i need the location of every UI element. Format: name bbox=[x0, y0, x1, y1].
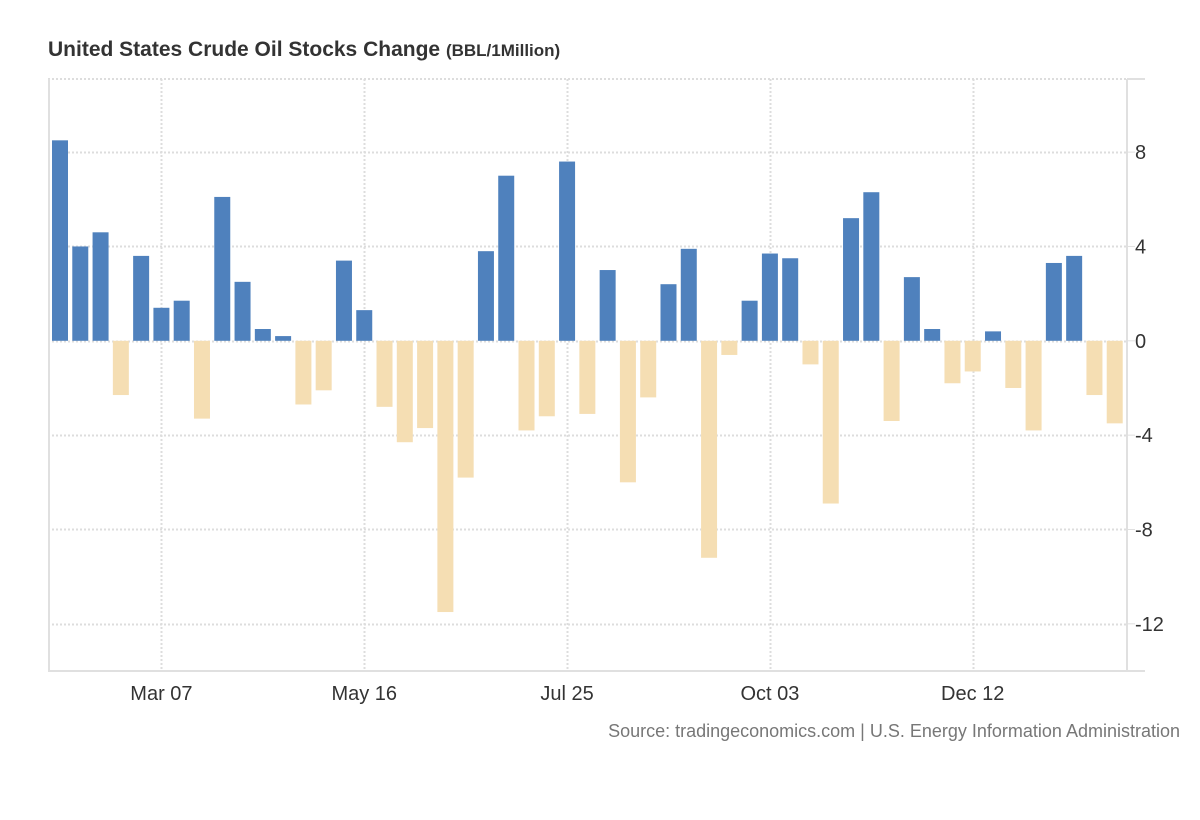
bar-negative bbox=[437, 340, 454, 613]
bar-negative bbox=[112, 340, 129, 396]
bar-positive bbox=[680, 248, 697, 341]
bar-positive bbox=[924, 329, 941, 341]
bar-positive bbox=[863, 192, 880, 341]
bar-positive bbox=[741, 300, 758, 341]
bar-positive bbox=[477, 251, 494, 341]
bar-negative bbox=[1086, 340, 1103, 396]
y-tick-label: 4 bbox=[1135, 236, 1146, 258]
bar-negative bbox=[538, 340, 555, 417]
bar-negative bbox=[822, 340, 839, 504]
bar-positive bbox=[498, 175, 515, 341]
x-tick-label: Dec 12 bbox=[941, 683, 1004, 705]
bar-positive bbox=[903, 277, 920, 341]
x-tick-label: Mar 07 bbox=[130, 683, 192, 705]
bar-negative bbox=[701, 340, 718, 558]
bar-negative bbox=[964, 340, 981, 372]
gridlines bbox=[48, 78, 1127, 671]
bar-negative bbox=[619, 340, 636, 483]
y-tick-label: 0 bbox=[1135, 331, 1146, 353]
bar-negative bbox=[193, 340, 210, 419]
bar-positive bbox=[599, 270, 616, 341]
bar-negative bbox=[1025, 340, 1042, 431]
bar-positive bbox=[1066, 255, 1083, 341]
bar-negative bbox=[883, 340, 900, 421]
bar-negative bbox=[640, 340, 657, 398]
y-tick-label: -8 bbox=[1135, 519, 1153, 541]
axes bbox=[48, 78, 1145, 672]
bar-positive bbox=[559, 161, 576, 341]
bar-positive bbox=[214, 196, 231, 341]
bar-positive bbox=[133, 255, 150, 341]
bar-negative bbox=[417, 340, 434, 429]
bar-positive bbox=[985, 331, 1002, 341]
bar-positive bbox=[234, 281, 251, 341]
chart-unit: (BBL/1Million) bbox=[445, 41, 561, 60]
bar-positive bbox=[72, 246, 89, 341]
bar-positive bbox=[356, 310, 373, 341]
bar-positive bbox=[1045, 262, 1062, 341]
bar-positive bbox=[782, 258, 799, 341]
x-tick-label: May 16 bbox=[331, 683, 397, 705]
bar-negative bbox=[1106, 340, 1123, 424]
bar-positive bbox=[335, 260, 352, 341]
bar-negative bbox=[457, 340, 474, 478]
bar-negative bbox=[518, 340, 535, 431]
chart-title: United States Crude Oil Stocks Change (B… bbox=[48, 38, 560, 62]
bar-positive bbox=[761, 253, 778, 341]
bar-negative bbox=[376, 340, 393, 407]
y-tick-labels: 8 4 0 -4 -8 -12 bbox=[1127, 142, 1164, 636]
x-tick-label: Oct 03 bbox=[740, 683, 799, 705]
bar-positive bbox=[660, 284, 677, 341]
y-tick-label: -12 bbox=[1135, 614, 1164, 636]
bar-negative bbox=[944, 340, 961, 384]
bar-positive bbox=[52, 140, 68, 341]
y-tick-label: 8 bbox=[1135, 142, 1146, 164]
bar-negative bbox=[721, 340, 738, 355]
bar-positive bbox=[173, 300, 190, 341]
bar-positive bbox=[153, 307, 170, 341]
bar-chart: 8 4 0 -4 -8 -12 Mar 07 May 16 Jul 25 Oct 03 Dec 1… bbox=[48, 78, 1164, 705]
bar-positive bbox=[843, 218, 860, 341]
bar-negative bbox=[1005, 340, 1022, 388]
source-note: Source: tradingeconomics.com | U.S. Ener… bbox=[608, 721, 1180, 741]
bar-positive bbox=[275, 336, 292, 341]
y-tick-label: -4 bbox=[1135, 425, 1153, 447]
x-tick-label: Jul 25 bbox=[540, 683, 593, 705]
chart-title-text: United States Crude Oil Stocks Change bbox=[48, 38, 441, 61]
bar-negative bbox=[802, 340, 819, 365]
bar-negative bbox=[579, 340, 596, 414]
bar-negative bbox=[295, 340, 312, 405]
bar-negative bbox=[396, 340, 413, 443]
bar-positive bbox=[254, 329, 271, 341]
bar-positive bbox=[92, 232, 109, 341]
bar-negative bbox=[315, 340, 332, 391]
x-tick-labels: Mar 07 May 16 Jul 25 Oct 03 Dec 12 bbox=[130, 683, 1004, 705]
bars bbox=[52, 140, 1123, 613]
